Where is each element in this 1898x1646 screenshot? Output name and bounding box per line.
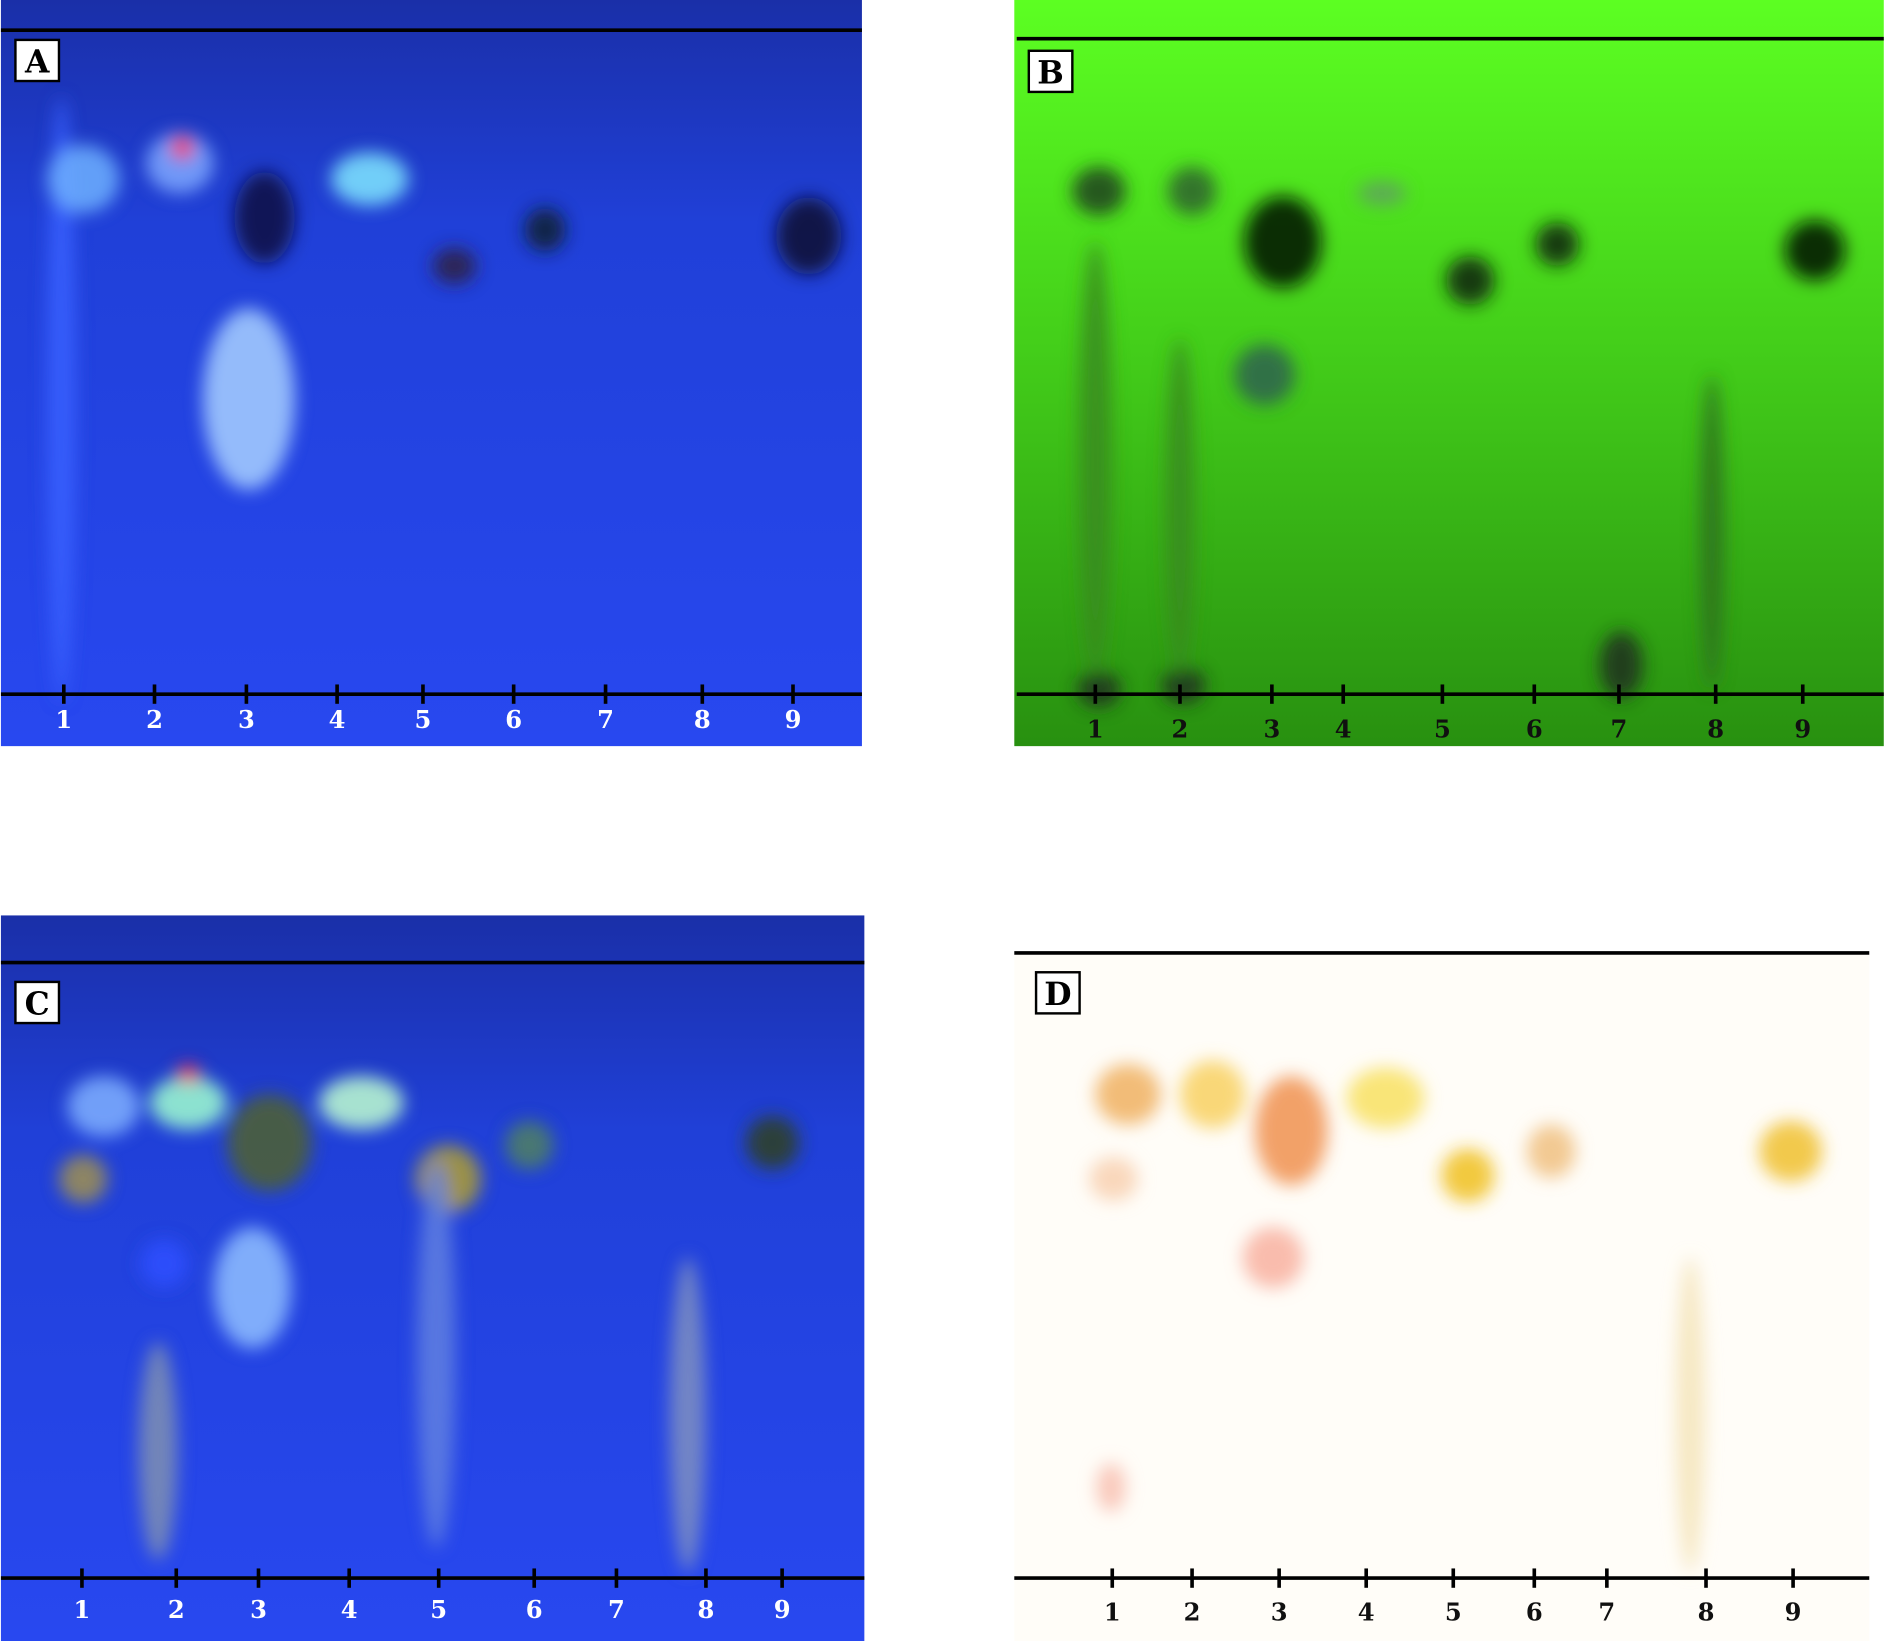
spot xyxy=(1078,241,1113,678)
panel-label-box xyxy=(14,38,61,83)
spot xyxy=(234,171,295,264)
spot xyxy=(1167,166,1217,216)
plate-b xyxy=(1014,0,1884,747)
lane-label: 3 xyxy=(1263,715,1280,744)
spot xyxy=(1242,1227,1304,1288)
spot xyxy=(745,1116,800,1170)
spot xyxy=(669,1257,706,1573)
spot xyxy=(149,1076,228,1130)
lane-label: 1 xyxy=(74,1595,91,1624)
spot xyxy=(331,152,409,206)
lane-label: 8 xyxy=(694,705,711,734)
spot xyxy=(1095,1064,1161,1125)
lane-label: 4 xyxy=(341,1595,358,1624)
spot xyxy=(1441,1148,1495,1203)
spot xyxy=(67,1076,140,1137)
spot xyxy=(46,96,76,702)
spot xyxy=(1759,1121,1823,1182)
lane-label: 3 xyxy=(250,1595,267,1624)
spot xyxy=(1346,1067,1425,1129)
spot xyxy=(46,145,120,213)
plate-a xyxy=(0,0,862,747)
panel-label: D xyxy=(1044,976,1071,1013)
lane-label: 2 xyxy=(168,1595,185,1624)
spot xyxy=(432,247,477,285)
lane-label: 1 xyxy=(55,705,72,734)
lane-label: 5 xyxy=(415,705,432,734)
panel-label-box xyxy=(1027,49,1074,94)
spot xyxy=(524,207,566,252)
lane-label: 7 xyxy=(608,1595,625,1624)
spot xyxy=(1234,344,1295,406)
lane-label: 8 xyxy=(1707,715,1724,744)
lane-label: 7 xyxy=(1611,715,1628,744)
spot xyxy=(176,1064,201,1084)
spot xyxy=(1254,1076,1328,1186)
lane-label: 6 xyxy=(505,705,522,734)
spot xyxy=(1527,1124,1576,1178)
lane-label: 3 xyxy=(238,705,255,734)
lane-label: 2 xyxy=(1172,715,1189,744)
spot xyxy=(227,1094,312,1192)
panel-label: A xyxy=(24,44,50,81)
spot xyxy=(1535,222,1580,267)
lane-label: 6 xyxy=(1526,715,1543,744)
panel-label: C xyxy=(25,986,50,1023)
lane-label: 8 xyxy=(698,1595,715,1624)
spot xyxy=(1599,631,1644,699)
panel-label-box xyxy=(1034,971,1081,1015)
spot xyxy=(1089,1157,1138,1201)
lane-label: 8 xyxy=(1698,1597,1715,1626)
lane-label: 5 xyxy=(430,1595,447,1624)
lane-label: 2 xyxy=(146,705,163,734)
spot xyxy=(318,1076,404,1130)
lane-label: 5 xyxy=(1445,1597,1462,1626)
spot xyxy=(416,1160,456,1548)
spot xyxy=(505,1121,554,1170)
panel-label: B xyxy=(1037,54,1064,91)
lane-label: 6 xyxy=(1526,1597,1543,1626)
lane-label: 7 xyxy=(597,705,614,734)
lane-label: 1 xyxy=(1104,1597,1121,1626)
spot xyxy=(1446,256,1495,305)
spot xyxy=(1072,166,1126,216)
spot xyxy=(1077,671,1121,708)
spot xyxy=(1179,1060,1246,1129)
lane-label: 2 xyxy=(1184,1597,1201,1626)
spot xyxy=(58,1154,108,1204)
spot xyxy=(1675,1257,1705,1573)
spot xyxy=(1161,667,1206,704)
lane-label: 1 xyxy=(1087,715,1104,744)
lane-label: 9 xyxy=(785,705,802,734)
lane-label: 7 xyxy=(1598,1597,1615,1626)
spots xyxy=(46,96,1846,1573)
lane-label: 9 xyxy=(774,1595,791,1624)
panel-label-box xyxy=(14,980,61,1025)
spot xyxy=(170,135,195,160)
lane-label: 4 xyxy=(1358,1597,1375,1626)
spot xyxy=(776,197,842,275)
lane-label: 5 xyxy=(1434,715,1451,744)
lane-label: 9 xyxy=(1785,1597,1802,1626)
spot xyxy=(1244,195,1322,288)
lane-label: 4 xyxy=(329,705,346,734)
spot xyxy=(139,1239,189,1288)
lane-label: 9 xyxy=(1794,715,1811,744)
spot xyxy=(202,308,295,490)
spot xyxy=(1784,220,1846,281)
spot xyxy=(1165,338,1195,678)
spot xyxy=(1096,1463,1126,1512)
spot xyxy=(146,133,214,194)
spot xyxy=(1357,181,1407,206)
lane-label: 6 xyxy=(526,1595,543,1624)
spot xyxy=(213,1227,292,1349)
lane-label: 4 xyxy=(1335,715,1352,744)
spot xyxy=(1699,374,1725,690)
spot xyxy=(138,1342,178,1560)
lane-label: 3 xyxy=(1271,1597,1288,1626)
plate-d xyxy=(1014,951,1870,1641)
